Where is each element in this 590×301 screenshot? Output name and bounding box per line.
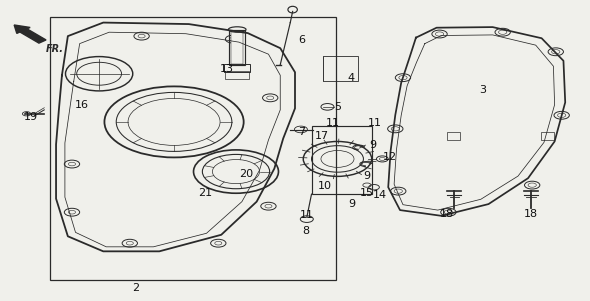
Text: 11: 11: [300, 210, 314, 220]
FancyArrow shape: [14, 25, 46, 43]
Text: 9: 9: [369, 140, 376, 150]
Text: 19: 19: [24, 112, 38, 122]
Text: 15: 15: [360, 188, 374, 198]
Bar: [225, 71, 249, 79]
Text: 2: 2: [132, 283, 139, 293]
Bar: [231, 31, 243, 64]
Text: 7: 7: [298, 127, 305, 137]
Text: FR.: FR.: [46, 44, 64, 54]
Text: 13: 13: [220, 64, 234, 74]
Text: 6: 6: [299, 35, 306, 45]
Text: 9: 9: [363, 171, 371, 181]
Text: 11: 11: [368, 118, 382, 129]
Text: 18: 18: [524, 209, 538, 219]
Bar: [541, 132, 554, 140]
Text: 8: 8: [302, 226, 309, 236]
Bar: [224, 64, 250, 72]
Text: 14: 14: [373, 190, 387, 200]
Text: 10: 10: [317, 181, 332, 191]
Text: 11: 11: [326, 118, 340, 129]
Text: 20: 20: [240, 169, 254, 179]
Bar: [50, 17, 336, 280]
Text: 9: 9: [348, 199, 355, 209]
Text: 5: 5: [334, 102, 341, 112]
Bar: [447, 132, 460, 140]
Text: 3: 3: [479, 85, 486, 95]
Bar: [323, 56, 358, 81]
Text: 4: 4: [348, 73, 355, 83]
Bar: [312, 126, 372, 194]
Text: 17: 17: [314, 131, 329, 141]
Bar: [229, 30, 245, 65]
Text: 12: 12: [382, 152, 396, 162]
Text: 16: 16: [74, 100, 88, 110]
Text: 21: 21: [198, 188, 212, 198]
Text: 18: 18: [440, 209, 454, 219]
